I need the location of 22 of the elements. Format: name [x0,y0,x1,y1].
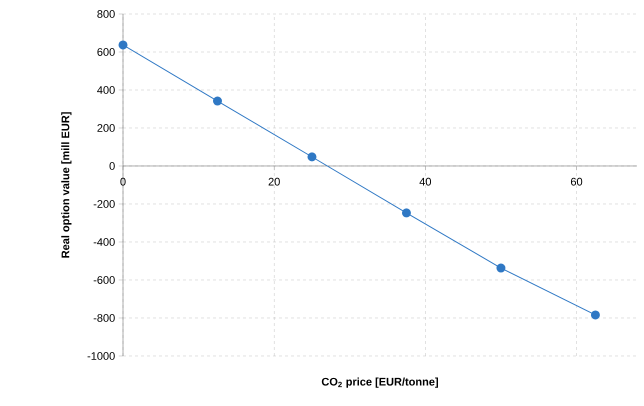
y-tick-label: 200 [97,124,115,132]
x-tick-label: 60 [570,178,582,186]
y-tick-label: 800 [97,10,115,18]
point [307,152,316,162]
x-axis-title: CO$_{2}$ price [EUR/tonne] [322,378,438,388]
point [118,40,128,50]
x-tick-label: 0 [120,178,126,186]
y-tick-label: -200 [94,200,115,208]
x-tick-label: 40 [419,178,432,186]
y-axis-title: Real option value [mill EUR] [61,112,72,258]
y-tick-label: 0 [110,162,115,170]
y-tick-label: 600 [97,48,115,56]
point [402,208,411,218]
y-tick-label: 400 [97,86,115,94]
y-tick-label: -800 [94,314,115,322]
point [590,310,600,320]
point [496,264,506,273]
y-tick-label: -1000 [88,352,115,360]
point [212,96,222,106]
y-tick-label: -600 [94,276,115,284]
x-tick-label: 20 [268,178,280,186]
y-tick-label: -400 [94,238,115,246]
